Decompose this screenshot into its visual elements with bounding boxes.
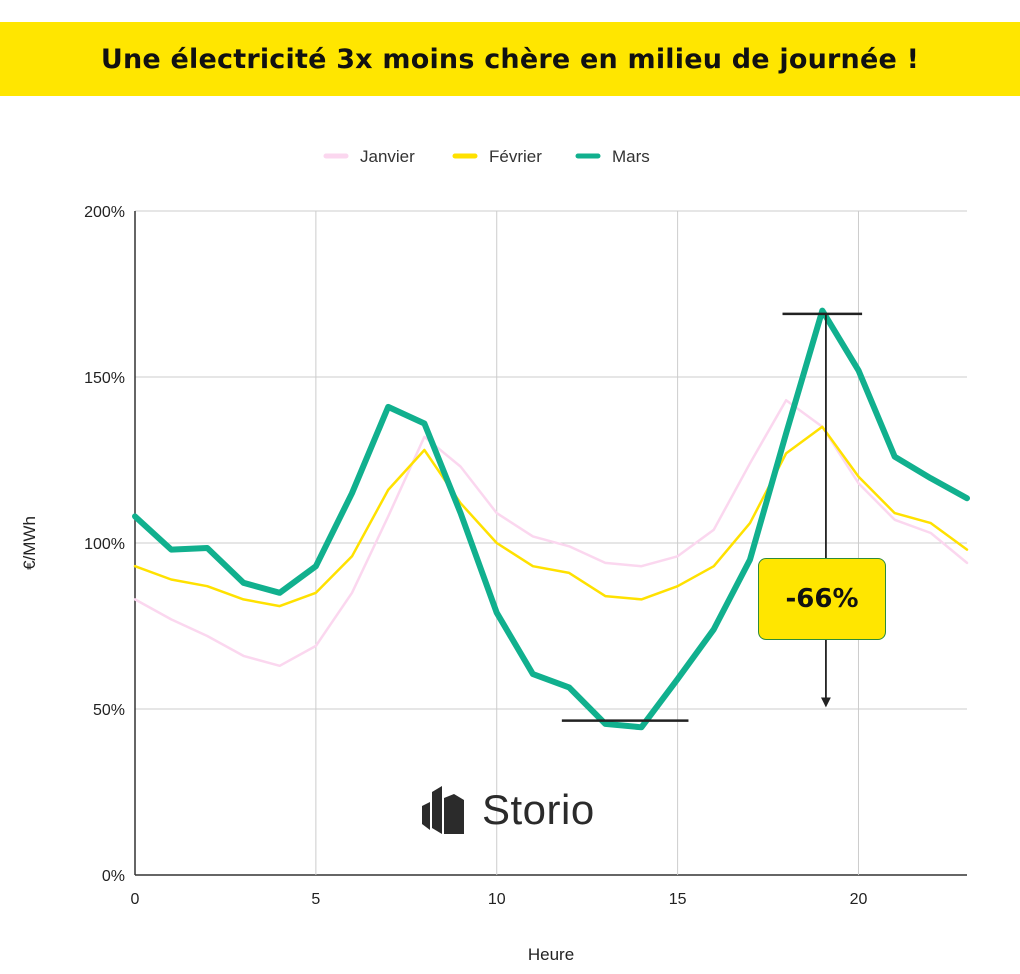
x-tick-label: 10 [488,891,506,908]
title-banner: Une électricité 3x moins chère en milieu… [0,22,1020,96]
chart-labels: Heure €/MWh [20,516,574,964]
legend-label-janvier: Janvier [360,147,415,166]
drop-callout-label: -66% [785,584,859,614]
chart-legend: Janvier Février Mars [323,147,650,166]
x-axis-title: Heure [528,945,574,964]
y-axis-title: €/MWh [20,516,39,570]
storio-logo: Storio [420,786,595,834]
x-tick-label: 5 [311,891,320,908]
y-tick-label: 0% [102,868,125,885]
y-tick-label: 50% [93,702,125,719]
y-tick-label: 100% [84,536,125,553]
y-tick-label: 150% [84,370,125,387]
x-tick-label: 15 [669,891,687,908]
x-tick-label: 20 [850,891,868,908]
series-line-mars [132,307,970,731]
chart-annotations [561,312,863,722]
y-tick-label: 200% [84,204,125,221]
chart-series [132,307,970,731]
storio-logo-text: Storio [482,786,595,833]
chart-axes: 0% 50% 100% 150% 200% 0 5 10 15 20 [84,204,867,908]
legend-label-février: Février [489,147,542,166]
banner-title: Une électricité 3x moins chère en milieu… [100,43,920,75]
storio-logo-icon [422,786,464,834]
drop-callout: -66% [758,558,886,640]
chart-grid [135,210,967,876]
series-line-février [133,425,969,608]
x-tick-label: 0 [131,891,140,908]
legend-label-mars: Mars [612,147,650,166]
